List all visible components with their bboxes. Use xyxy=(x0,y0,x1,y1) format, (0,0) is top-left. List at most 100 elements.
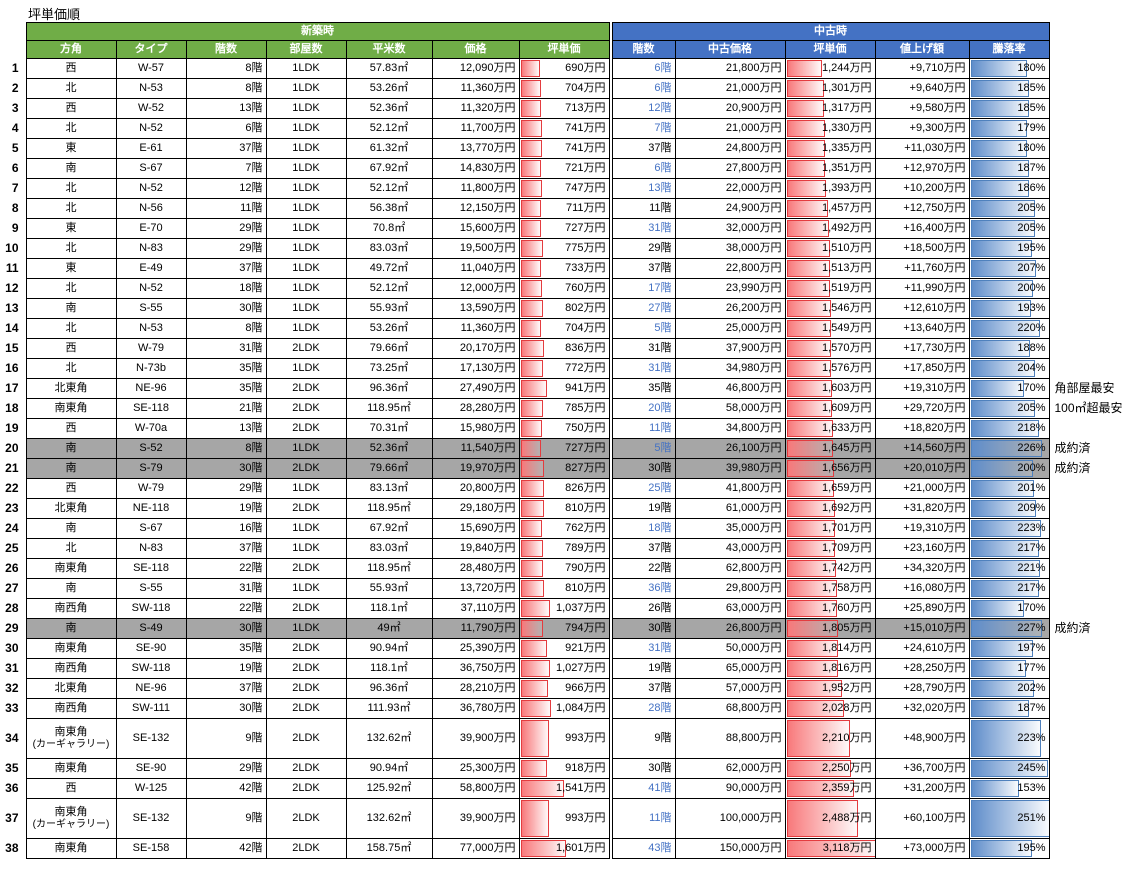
used-floor-cell[interactable]: 36階 xyxy=(611,578,676,599)
tsubo-cell[interactable]: 826万円 xyxy=(518,478,610,499)
price-cell[interactable]: 11,320万円 xyxy=(431,98,520,119)
rate-cell[interactable]: 193% xyxy=(968,298,1050,319)
type-cell[interactable]: W-70a xyxy=(115,418,187,439)
rate-cell[interactable]: 245% xyxy=(968,758,1050,779)
type-cell[interactable]: E-61 xyxy=(115,138,187,159)
rooms-cell[interactable]: 1LDK xyxy=(265,118,347,139)
sqm-cell[interactable]: 83.03㎡ xyxy=(345,238,433,259)
tsubo-cell[interactable]: 690万円 xyxy=(518,58,610,79)
price-cell[interactable]: 13,720万円 xyxy=(431,578,520,599)
type-cell[interactable]: SE-90 xyxy=(115,638,187,659)
used-price-cell[interactable]: 46,800万円 xyxy=(674,378,786,399)
rooms-cell[interactable]: 2LDK xyxy=(265,778,347,799)
price-cell[interactable]: 25,300万円 xyxy=(431,758,520,779)
gain-cell[interactable]: +25,890万円 xyxy=(874,598,970,619)
price-cell[interactable]: 13,770万円 xyxy=(431,138,520,159)
rate-cell[interactable]: 195% xyxy=(968,238,1050,259)
floor-cell[interactable]: 12階 xyxy=(185,178,267,199)
used-floor-cell[interactable]: 30階 xyxy=(611,458,676,479)
tsubo-cell[interactable]: 733万円 xyxy=(518,258,610,279)
used-price-cell[interactable]: 26,100万円 xyxy=(674,438,786,459)
used-price-cell[interactable]: 68,800万円 xyxy=(674,698,786,719)
type-cell[interactable]: SE-90 xyxy=(115,758,187,779)
gain-cell[interactable]: +19,310万円 xyxy=(874,518,970,539)
type-cell[interactable]: SE-132 xyxy=(115,798,187,839)
used-floor-cell[interactable]: 27階 xyxy=(611,298,676,319)
gain-cell[interactable]: +48,900万円 xyxy=(874,718,970,759)
gain-cell[interactable]: +31,200万円 xyxy=(874,778,970,799)
sqm-cell[interactable]: 118.95㎡ xyxy=(345,398,433,419)
rooms-cell[interactable]: 2LDK xyxy=(265,758,347,779)
group-header-new[interactable]: 新築時 xyxy=(25,22,610,41)
rooms-cell[interactable]: 2LDK xyxy=(265,638,347,659)
direction-cell[interactable]: 南西角 xyxy=(25,698,117,719)
direction-cell[interactable]: 北 xyxy=(25,358,117,379)
used-tsubo-cell[interactable]: 1,709万円 xyxy=(784,538,876,559)
used-price-cell[interactable]: 21,000万円 xyxy=(674,118,786,139)
rooms-cell[interactable]: 1LDK xyxy=(265,358,347,379)
floor-cell[interactable]: 30階 xyxy=(185,298,267,319)
tsubo-cell[interactable]: 836万円 xyxy=(518,338,610,359)
tsubo-cell[interactable]: 711万円 xyxy=(518,198,610,219)
gain-cell[interactable]: +28,790万円 xyxy=(874,678,970,699)
floor-cell[interactable]: 29階 xyxy=(185,478,267,499)
tsubo-cell[interactable]: 810万円 xyxy=(518,498,610,519)
type-cell[interactable]: S-52 xyxy=(115,438,187,459)
sqm-cell[interactable]: 132.62㎡ xyxy=(345,718,433,759)
type-cell[interactable]: N-52 xyxy=(115,118,187,139)
used-price-cell[interactable]: 65,000万円 xyxy=(674,658,786,679)
floor-cell[interactable]: 42階 xyxy=(185,778,267,799)
tsubo-cell[interactable]: 790万円 xyxy=(518,558,610,579)
used-tsubo-cell[interactable]: 1,570万円 xyxy=(784,338,876,359)
rooms-cell[interactable]: 1LDK xyxy=(265,478,347,499)
used-tsubo-cell[interactable]: 1,335万円 xyxy=(784,138,876,159)
direction-cell[interactable]: 南 xyxy=(25,438,117,459)
used-floor-cell[interactable]: 29階 xyxy=(611,238,676,259)
used-floor-cell[interactable]: 30階 xyxy=(611,758,676,779)
gain-cell[interactable]: +11,990万円 xyxy=(874,278,970,299)
floor-cell[interactable]: 9階 xyxy=(185,718,267,759)
used-tsubo-cell[interactable]: 1,814万円 xyxy=(784,638,876,659)
floor-cell[interactable]: 31階 xyxy=(185,578,267,599)
rooms-cell[interactable]: 1LDK xyxy=(265,518,347,539)
used-tsubo-cell[interactable]: 1,492万円 xyxy=(784,218,876,239)
rate-cell[interactable]: 205% xyxy=(968,398,1050,419)
floor-cell[interactable]: 37階 xyxy=(185,678,267,699)
rate-cell[interactable]: 201% xyxy=(968,478,1050,499)
used-tsubo-cell[interactable]: 1,758万円 xyxy=(784,578,876,599)
type-cell[interactable]: W-125 xyxy=(115,778,187,799)
used-tsubo-cell[interactable]: 1,692万円 xyxy=(784,498,876,519)
tsubo-cell[interactable]: 918万円 xyxy=(518,758,610,779)
floor-cell[interactable]: 13階 xyxy=(185,98,267,119)
type-cell[interactable]: N-53 xyxy=(115,318,187,339)
rate-cell[interactable]: 227% xyxy=(968,618,1050,639)
floor-cell[interactable]: 9階 xyxy=(185,798,267,839)
col-header-tsubo[interactable]: 坪単価 xyxy=(518,40,610,59)
gain-cell[interactable]: +9,580万円 xyxy=(874,98,970,119)
rate-cell[interactable]: 218% xyxy=(968,418,1050,439)
used-price-cell[interactable]: 22,000万円 xyxy=(674,178,786,199)
tsubo-cell[interactable]: 1,601万円 xyxy=(518,838,610,859)
direction-cell[interactable]: 南西角 xyxy=(25,658,117,679)
used-price-cell[interactable]: 38,000万円 xyxy=(674,238,786,259)
used-floor-cell[interactable]: 35階 xyxy=(611,378,676,399)
rooms-cell[interactable]: 1LDK xyxy=(265,158,347,179)
used-floor-cell[interactable]: 25階 xyxy=(611,478,676,499)
col-header-sqm[interactable]: 平米数 xyxy=(345,40,433,59)
used-tsubo-cell[interactable]: 1,510万円 xyxy=(784,238,876,259)
direction-cell[interactable]: 北 xyxy=(25,278,117,299)
rooms-cell[interactable]: 1LDK xyxy=(265,98,347,119)
used-floor-cell[interactable]: 37階 xyxy=(611,258,676,279)
sqm-cell[interactable]: 53.26㎡ xyxy=(345,318,433,339)
floor-cell[interactable]: 30階 xyxy=(185,618,267,639)
rate-cell[interactable]: 187% xyxy=(968,698,1050,719)
used-price-cell[interactable]: 34,980万円 xyxy=(674,358,786,379)
direction-cell[interactable]: 西 xyxy=(25,338,117,359)
rooms-cell[interactable]: 1LDK xyxy=(265,278,347,299)
floor-cell[interactable]: 29階 xyxy=(185,218,267,239)
used-floor-cell[interactable]: 22階 xyxy=(611,558,676,579)
rate-cell[interactable]: 200% xyxy=(968,458,1050,479)
rate-cell[interactable]: 217% xyxy=(968,578,1050,599)
type-cell[interactable]: SW-118 xyxy=(115,658,187,679)
type-cell[interactable]: NE-96 xyxy=(115,678,187,699)
